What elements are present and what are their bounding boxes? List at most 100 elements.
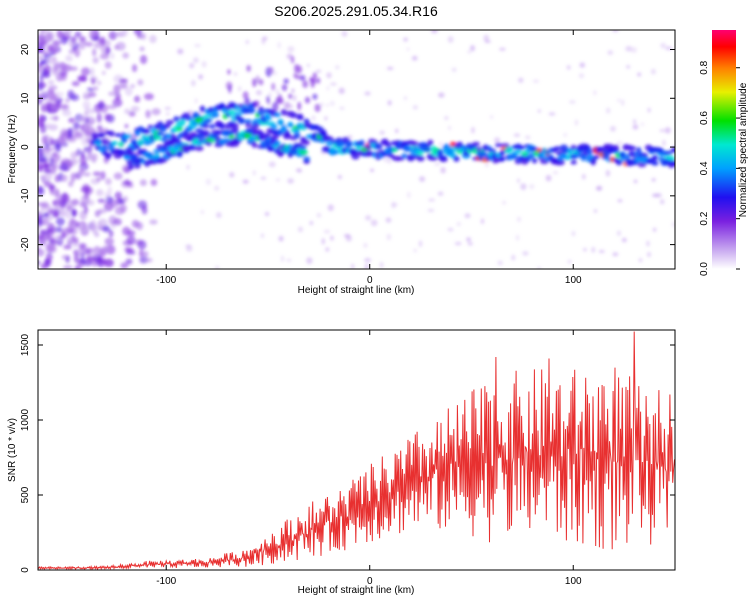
spectrogram-cell	[227, 109, 236, 116]
spectrogram-cell	[637, 72, 642, 77]
spectrogram-cell	[570, 159, 577, 165]
spectrogram-cell	[90, 252, 99, 258]
spectrogram-cell	[149, 219, 158, 225]
spectrogram-cell	[271, 102, 279, 112]
spectrogram-cell	[580, 154, 587, 162]
spectrogram-cell	[103, 245, 108, 251]
spectrogram-cell	[65, 210, 71, 219]
spectrogram-cell	[133, 95, 141, 103]
colorbar-gradient	[712, 30, 736, 269]
spectrogram-cell	[46, 44, 54, 52]
colorbar-tick-label: 0.8	[699, 60, 710, 74]
spectrogram-cell	[515, 234, 520, 241]
spectrogram-cell	[97, 102, 105, 110]
spectrogram-cell	[660, 42, 667, 49]
spectrogram-cell	[102, 225, 111, 233]
spectrogram-cell	[72, 121, 81, 130]
spectrogram-cell	[75, 221, 80, 228]
spectrogram-cell	[55, 217, 65, 226]
snr-frame	[37, 329, 676, 571]
spectrogram-cell	[464, 213, 471, 219]
spectrogram-cell	[563, 132, 568, 137]
spectrogram-cell	[261, 37, 266, 45]
spectrogram-cell	[231, 122, 239, 129]
spectrogram-cell	[616, 141, 623, 145]
spectrogram-cell	[437, 191, 444, 196]
spectrogram-cell	[659, 128, 665, 133]
spectrogram-cell	[194, 44, 201, 48]
spectrogram-cell	[316, 77, 321, 84]
spectrogram-cell	[114, 191, 123, 200]
spectrogram-cell	[403, 147, 412, 152]
spectrogram-cell	[105, 196, 114, 204]
spectrogram-cell	[228, 134, 235, 140]
spectrogram-cell	[311, 115, 316, 121]
spectrogram-cell	[205, 178, 212, 186]
snr-y-tick-label: 1500	[20, 333, 31, 356]
spectrogram-cell	[429, 155, 438, 161]
spectrogram-cell	[69, 217, 75, 226]
spectrogram-cell	[140, 54, 148, 65]
spectrogram-cell	[77, 77, 87, 82]
spectrogram-cell	[104, 237, 114, 246]
spectrogram-cell	[293, 131, 301, 139]
spectrogram-cell	[264, 211, 270, 217]
spectrogram-cell	[287, 46, 295, 53]
spectrogram-cell	[625, 45, 633, 52]
spectrogram-cell	[150, 178, 158, 187]
snr-y-tick-label: 1000	[20, 408, 31, 431]
spectrogram-cell	[198, 74, 204, 80]
spectrogram-cell	[93, 246, 101, 254]
spectrogram-cell	[84, 131, 92, 137]
spectrogram-cell	[403, 37, 409, 42]
spectrogram-cell	[303, 156, 311, 162]
spectrogram-cell	[97, 132, 106, 138]
spectrogram-cell	[46, 242, 55, 252]
spectrogram-cell	[289, 112, 298, 119]
spectrogram-cell	[209, 123, 216, 129]
spectrogram-cell	[554, 146, 561, 151]
spectrogram-cell	[105, 178, 112, 186]
spectrogram-cell	[67, 224, 73, 235]
spectrogram-cell	[43, 164, 50, 169]
colorbar-tick-label: 0.4	[699, 161, 710, 175]
spectrogram-cell	[139, 256, 149, 264]
spectrogram-cell	[406, 191, 411, 199]
spectrogram-cell	[664, 127, 671, 134]
spectrogram-cell	[65, 55, 73, 62]
spectrogram-cell	[126, 247, 134, 253]
spectrogram-cell	[319, 102, 325, 108]
spectrogram-cell	[149, 34, 157, 44]
spectrogram-cell	[245, 39, 249, 45]
spectrogram-cell	[502, 200, 507, 205]
spectrogram-cell	[143, 93, 154, 101]
spectrogram-cell	[422, 147, 432, 153]
spectrogram-cell	[590, 158, 597, 163]
spectrogram-cell	[321, 238, 325, 245]
spectrogram-cell	[598, 249, 605, 253]
spectrogram-cell	[38, 114, 45, 122]
spectrogram-cell	[215, 212, 222, 219]
spectrogram-cell	[38, 233, 45, 240]
snr-x-tick-label: -100	[156, 576, 176, 587]
spectrogram-cell	[531, 158, 538, 164]
spectrogram-cell	[466, 237, 472, 242]
spectrogram-cell	[139, 46, 145, 52]
spectrogram-cell	[68, 117, 76, 123]
spectrogram-cell	[107, 130, 115, 137]
spectrogram-cell	[326, 72, 332, 79]
spectrogram-cell	[499, 47, 506, 51]
spectrogram-cell	[339, 106, 345, 110]
spectrogram-cell	[291, 88, 295, 93]
spectrogram-cell	[252, 78, 257, 88]
spectrogram-cell	[156, 131, 164, 137]
spectrogram-cell	[113, 84, 121, 94]
spectrogram-cell	[91, 224, 98, 235]
spectrogram-cell	[296, 65, 303, 74]
spectrogram-cell	[628, 145, 637, 151]
colorbar-tick-label: 0.2	[699, 211, 710, 225]
spectrogram-cell	[113, 172, 123, 180]
spectrogram-cell	[330, 235, 334, 241]
spectrogram-cell	[63, 30, 73, 35]
spectrogram-cell	[119, 78, 128, 83]
